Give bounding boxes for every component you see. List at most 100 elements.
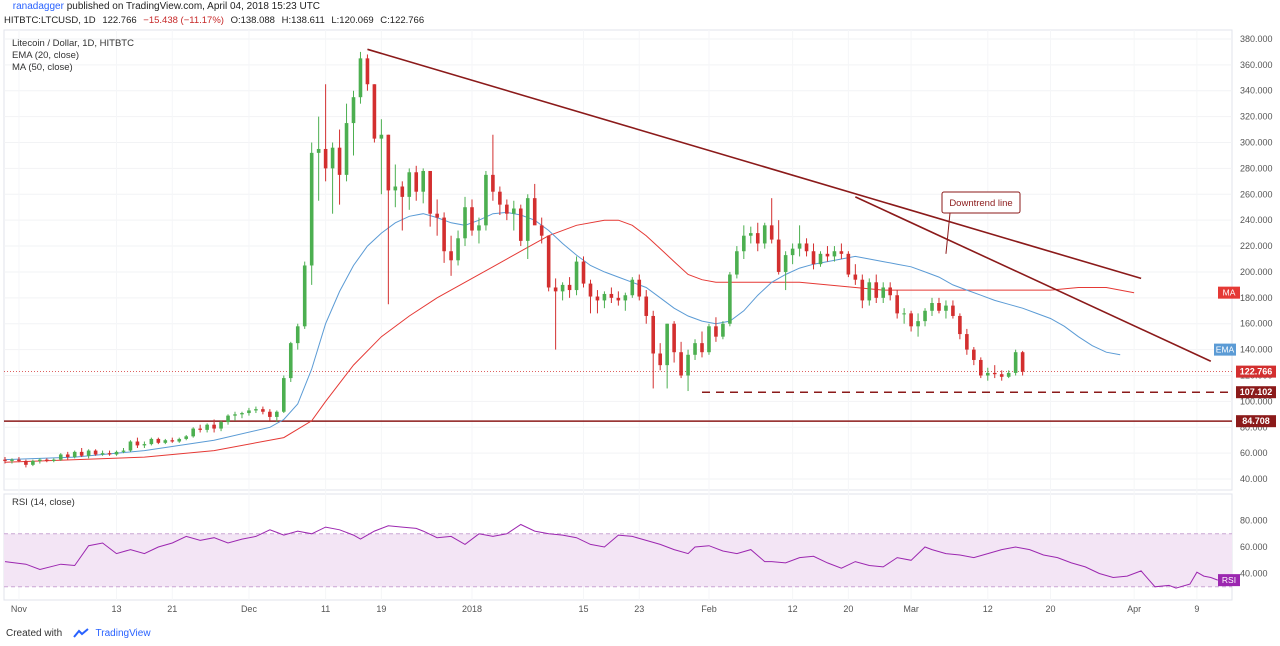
annotation-text: Downtrend line [949,198,1012,209]
candle-body [679,352,683,376]
time-tick-label: 19 [376,604,386,614]
candle-body [867,282,872,301]
candle-body [707,326,711,353]
price-tick-label: 80.000 [1240,422,1268,432]
price-tick-label: 340.000 [1240,86,1273,96]
time-tick-label: 9 [1194,604,1199,614]
support-1-tag: 107.102 [1240,387,1273,397]
price-change: −15.438 (−11.17%) [143,15,224,26]
candle-body [700,343,704,353]
candle-body [951,305,955,316]
price-tick-label: 160.000 [1240,319,1273,329]
candle-body [742,235,746,252]
candle-body [602,293,607,301]
candle-body [616,297,621,301]
time-tick-label: 20 [843,604,853,614]
high-value: H:138.611 [281,15,325,26]
candle-body [484,174,488,226]
candle-body [505,204,509,214]
candle-body [595,296,600,301]
rsi-tag-bg [1218,574,1240,587]
candle-body [930,303,934,311]
candle-body [330,147,335,169]
main-pane-border [3,29,1233,491]
candle-body [351,97,356,124]
candle-body [728,274,732,324]
price-tick-label: 100.000 [1240,396,1273,406]
candle-body [107,453,112,455]
candle-body [86,450,91,456]
candle-body [609,293,614,298]
candle-body [358,58,363,98]
candle-body [24,460,28,465]
price-tick-label: 180.000 [1240,293,1273,303]
price-tick-label: 380.000 [1240,34,1273,44]
candle-body [344,123,349,175]
candle-body [853,274,858,280]
candle-body [686,354,690,376]
ema20-line [4,211,1121,461]
candle-body [755,233,760,244]
time-tick-label: Nov [11,604,28,614]
candle-body [721,323,725,337]
candle-body [247,410,251,414]
candle-body [860,279,865,301]
candle-body [567,284,572,291]
candle-body [337,147,342,175]
candle-body [205,424,209,430]
last-price-tag: 122.766 [1240,367,1273,377]
candle-body [421,170,425,192]
candle-body [275,411,279,417]
time-tick-label: 21 [167,604,177,614]
candle-body [637,279,642,297]
time-tick-label: 12 [983,604,993,614]
candle-body [309,152,314,266]
candle-body [414,172,419,192]
ema-tag: EMA [1216,345,1235,355]
candle-body [902,313,906,315]
chart-svg[interactable]: 380.000 360.000 340.000 320.000 300.000 280.0… [0,28,1280,620]
candle-body [442,217,446,252]
candle-body [128,441,133,451]
candle-body [163,440,168,443]
rsi-tick-label: 80.000 [1240,516,1268,526]
time-tick-label: 13 [112,604,122,614]
candle-body [804,243,809,252]
price-tick-label: 300.000 [1240,138,1273,148]
candle-body [191,428,195,437]
candle-body [302,265,307,327]
author-link[interactable]: ranadagger [12,1,64,12]
candle-body [114,451,119,455]
candle-body [985,372,990,376]
candle-body [999,374,1004,377]
candle-body [177,438,182,442]
ema-tag-bg [1214,343,1236,356]
candle-body [400,186,405,197]
ma50-line [4,219,1135,463]
candle-body [992,372,997,375]
candle-body [135,441,140,446]
candle-body [532,198,537,226]
chart-area[interactable]: 380.000 360.000 340.000 320.000 300.000 280.0… [0,28,1280,620]
symbol: HITBTC:LTCUSD, 1D [4,15,96,26]
candle-body [156,438,161,443]
candle-body [184,436,189,439]
candle-body [525,198,530,241]
candle-body [45,459,49,461]
candle-body [10,459,14,461]
created-with-text: Created with [6,628,63,639]
published-text: published on TradingView.com, April 04, … [66,1,321,12]
legend-ma: MA (50, close) [12,62,73,73]
candle-body [923,310,927,322]
candle-body [797,243,802,249]
candle-body [762,225,767,244]
candle-body [58,454,63,460]
candle-body [825,253,830,257]
candle-body [888,287,892,296]
candle-body [979,359,983,376]
candle-body [811,251,816,265]
candle-body [965,334,969,350]
tradingview-brand-link[interactable]: TradingView [95,628,151,639]
candle-body [498,191,502,205]
last-price: 122.766 [102,15,137,26]
